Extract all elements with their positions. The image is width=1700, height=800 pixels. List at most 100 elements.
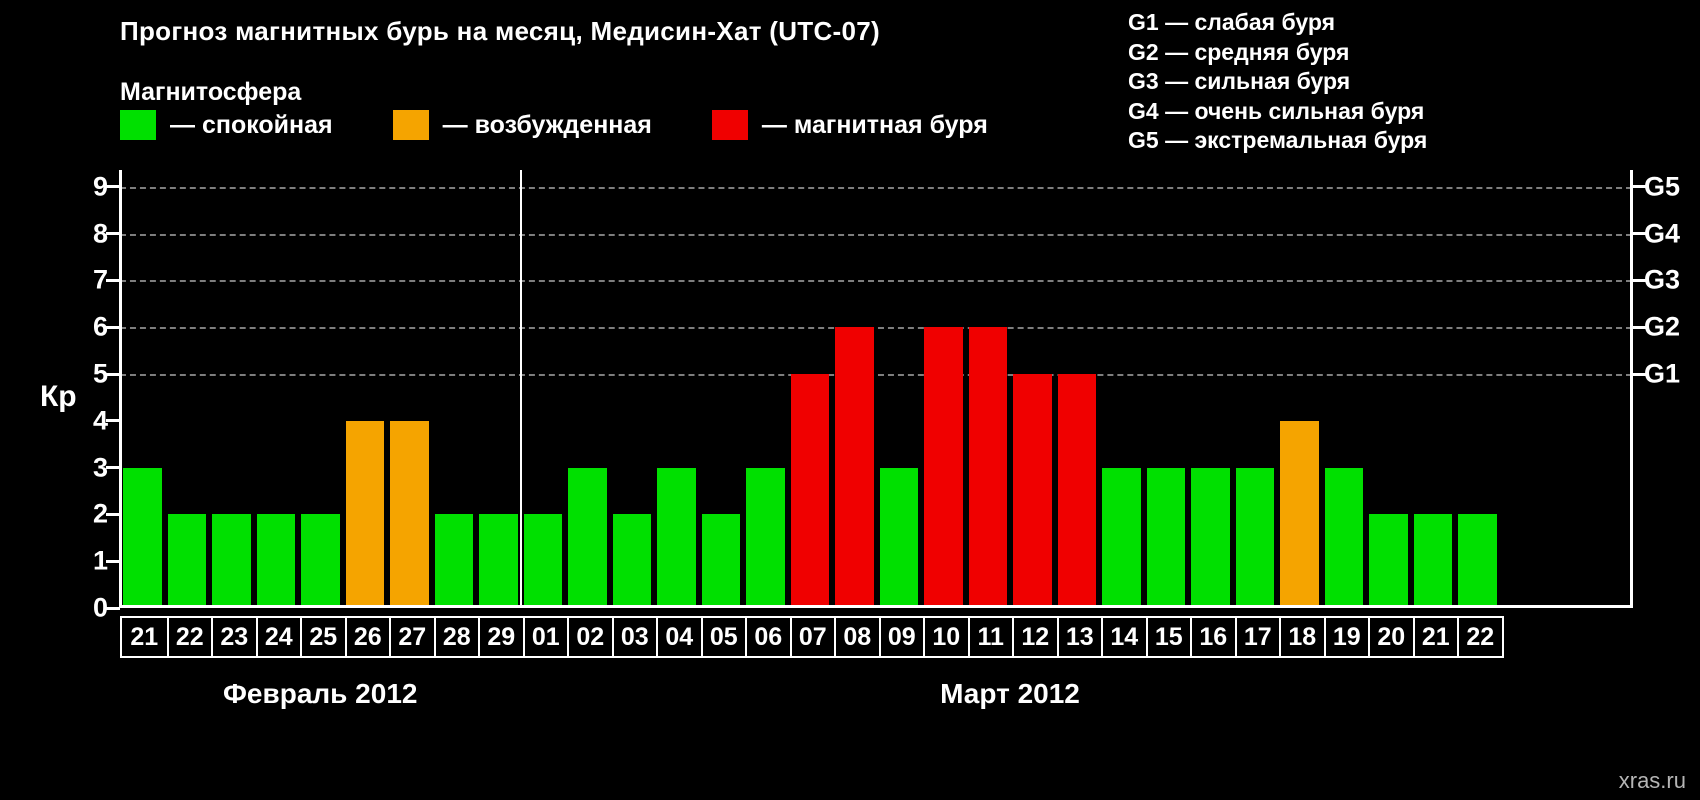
y-axis-label: Кр	[40, 380, 77, 413]
day-label-18-09: 09	[878, 618, 924, 656]
bar-2-day-22	[167, 514, 206, 608]
y-tick-left-5	[106, 372, 120, 376]
day-label-12-03: 03	[611, 618, 657, 656]
bar-19-day-10	[924, 327, 963, 608]
day-label-19-10: 10	[923, 618, 968, 656]
bar-28-day-19	[1324, 467, 1363, 608]
y-tick-right-G5	[1632, 185, 1646, 189]
month-label-2: Март 2012	[940, 678, 1080, 709]
g-legend-row-2: G2 — средняя буря	[1128, 38, 1350, 65]
g-legend-row-5: G5 — экстремальная буря	[1128, 127, 1428, 153]
legend-swatch-calm	[120, 110, 156, 140]
y-tick-left-0	[106, 606, 120, 610]
y-tick-label-3: 3	[92, 452, 108, 483]
month-separator-line	[519, 170, 522, 608]
legend-item-excited: — возбужденная	[392, 110, 652, 140]
gridline-kp-6	[120, 327, 1632, 330]
watermark: xras.ru	[1618, 768, 1686, 793]
bar-15-day-06	[746, 467, 785, 608]
y-tick-label-0: 0	[92, 592, 108, 623]
day-label-15-06: 06	[745, 618, 790, 656]
bar-6-day-26	[345, 420, 384, 608]
day-label-16-07: 07	[789, 618, 835, 656]
bar-20-day-11	[968, 327, 1007, 608]
x-axis-line	[120, 605, 1632, 608]
bar-3-day-23	[212, 514, 251, 608]
y-tick-left-1	[106, 559, 120, 563]
g-legend-row-4: G4 — очень сильная буря	[1128, 97, 1425, 124]
y-tick-label-4: 4	[92, 405, 108, 436]
day-label-4-24: 24	[255, 618, 301, 656]
bar-25-day-16	[1191, 467, 1230, 608]
day-label-20-11: 11	[967, 618, 1013, 656]
day-label-7-27: 27	[389, 618, 434, 656]
day-label-1-21: 21	[130, 622, 159, 651]
y-axis-line-right	[1630, 170, 1633, 608]
day-label-11-02: 02	[567, 618, 612, 656]
day-label-5-25: 25	[300, 618, 345, 656]
g-tick-label-G3: G3	[1644, 264, 1681, 295]
g-legend-row-1: G1 — слабая буря	[1128, 9, 1336, 35]
bar-16-day-07	[790, 374, 829, 608]
bar-13-day-04	[657, 467, 696, 608]
day-label-9-29: 29	[478, 618, 523, 656]
g-legend-row-3: G3 — сильная буря	[1128, 68, 1351, 94]
legend-item-storm: — магнитная буря	[711, 110, 988, 140]
month-label-1: Февраль 2012	[223, 678, 418, 709]
day-label-14-05: 05	[700, 618, 746, 656]
y-tick-right-G4	[1632, 232, 1646, 236]
bar-18-day-09	[879, 467, 918, 608]
bar-11-day-02	[568, 467, 607, 608]
day-label-10-01: 01	[522, 618, 568, 656]
bar-24-day-15	[1146, 467, 1185, 608]
magnetosphere-legend: — спокойная — возбужденная — магнитная бур…	[120, 110, 988, 140]
y-tick-left-4	[106, 419, 120, 423]
y-tick-label-8: 8	[92, 218, 108, 249]
bar-27-day-18	[1280, 420, 1319, 608]
g-tick-label-G5: G5	[1644, 171, 1681, 202]
legend-label-calm: — спокойная	[170, 110, 333, 139]
day-label-25-16: 16	[1190, 618, 1235, 656]
plot-area	[106, 170, 1646, 610]
y-tick-label-6: 6	[92, 311, 108, 342]
day-label-2-22: 22	[166, 618, 212, 656]
gridline-kp-7	[120, 280, 1632, 283]
y-tick-left-7	[106, 278, 120, 282]
y-tick-label-7: 7	[92, 264, 108, 295]
gridline-kp-8	[120, 233, 1632, 236]
bar-23-day-14	[1102, 467, 1141, 608]
legend-item-calm: — спокойная	[120, 110, 333, 140]
day-label-26-17: 17	[1234, 618, 1280, 656]
g-tick-label-G1: G1	[1644, 358, 1681, 389]
bar-1-day-21	[123, 467, 162, 608]
day-label-30-21: 21	[1412, 618, 1458, 656]
chart-title: Прогноз магнитных бурь на месяц, Медисин…	[120, 16, 880, 46]
bar-29-day-20	[1369, 514, 1408, 608]
y-tick-label-1: 1	[92, 545, 108, 576]
y-tick-left-8	[106, 232, 120, 236]
bar-26-day-17	[1235, 467, 1274, 608]
x-axis-day-labels: 21 22 23 24 25 26 27 28 29 01 02 03 04 05 06 07 08 09 10 11…	[120, 616, 1504, 658]
y-tick-left-9	[106, 185, 120, 189]
y-tick-label-5: 5	[92, 358, 108, 389]
bar-12-day-03	[612, 514, 651, 608]
day-label-27-18: 18	[1279, 618, 1324, 656]
bar-30-day-21	[1413, 514, 1452, 608]
legend-heading: Магнитосфера	[120, 78, 302, 106]
bar-21-day-12	[1013, 374, 1052, 608]
y-tick-left-2	[106, 512, 120, 516]
y-tick-label-9: 9	[92, 171, 108, 202]
gridline-kp-9	[120, 186, 1632, 189]
day-label-31-22: 22	[1457, 618, 1502, 656]
day-label-3-23: 23	[211, 618, 256, 656]
bar-5-day-25	[301, 514, 340, 608]
bar-4-day-24	[256, 514, 295, 608]
g-tick-label-G4: G4	[1644, 218, 1681, 249]
day-label-17-08: 08	[834, 618, 879, 656]
y-tick-label-2: 2	[92, 498, 108, 529]
day-label-8-28: 28	[433, 618, 479, 656]
legend-label-excited: — возбужденная	[442, 110, 652, 139]
bar-8-day-28	[434, 514, 473, 608]
day-label-28-19: 19	[1323, 618, 1369, 656]
bar-10-day-01	[523, 514, 562, 608]
